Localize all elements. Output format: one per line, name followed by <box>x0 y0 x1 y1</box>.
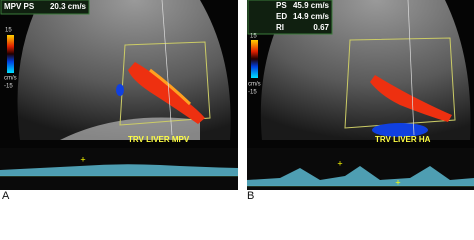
caliper: + <box>80 154 85 164</box>
caption: TRV LIVER MPV <box>128 135 190 144</box>
color-scale <box>251 40 258 78</box>
measurement-value: 14.9 cm/s <box>293 12 330 21</box>
scale-bottom: -15 <box>248 90 257 96</box>
color-flow <box>370 75 452 122</box>
measurement-value: 20.3 cm/s <box>50 2 87 11</box>
tissue-echo <box>60 117 200 140</box>
caliper: + <box>395 177 400 187</box>
figure: MPV PS 20.3 cm/s 15 cm/s -15 TRV LIVER M… <box>0 0 474 202</box>
measurement-value: 45.9 cm/s <box>293 1 330 10</box>
panel-label: B <box>247 190 254 202</box>
doppler-waveform <box>247 166 474 186</box>
color-scale <box>7 35 14 73</box>
scale-unit: cm/s <box>4 76 17 82</box>
color-flow <box>128 62 205 124</box>
doppler-waveform <box>0 164 238 176</box>
cursor-line <box>407 0 415 136</box>
cursor-line <box>161 0 173 136</box>
caliper: + <box>337 158 342 168</box>
scale-top: 15 <box>250 34 257 40</box>
color-box <box>119 41 211 126</box>
measurement-name: PS <box>276 1 287 10</box>
measurement-box <box>247 0 333 35</box>
measurement-box <box>0 0 90 15</box>
color-flow <box>116 84 124 96</box>
measurement-name: RI <box>276 23 284 32</box>
panel-a: MPV PS 20.3 cm/s 15 cm/s -15 TRV LIVER M… <box>0 0 238 202</box>
scale-unit: cm/s <box>248 82 261 88</box>
scale-top: 15 <box>5 28 12 34</box>
measurement-value: 0.67 <box>313 23 329 32</box>
color-flow <box>149 68 192 106</box>
panel-label: A <box>2 190 10 202</box>
color-box <box>344 37 456 129</box>
scale-bottom: -15 <box>4 84 13 90</box>
caption: TRV LIVER HA <box>375 135 431 144</box>
measurement-name: ED <box>276 12 287 21</box>
panel-b: PS 45.9 cm/s ED 14.9 cm/s RI 0.67 15 cm/… <box>247 0 474 202</box>
measurement-name: MPV PS <box>4 2 35 11</box>
